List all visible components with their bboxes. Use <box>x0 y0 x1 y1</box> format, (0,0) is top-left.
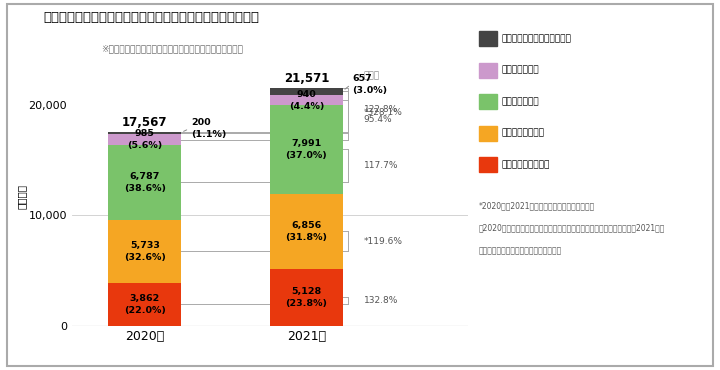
Text: 117.7%: 117.7% <box>364 161 398 171</box>
Y-axis label: （億円）: （億円） <box>17 184 27 209</box>
Bar <box>270 194 343 269</box>
Text: 95.4%: 95.4% <box>364 115 392 124</box>
Text: 200
(1.1%): 200 (1.1%) <box>191 118 226 139</box>
Text: 122.8%: 122.8% <box>364 105 398 114</box>
Text: 5,128
(23.8%): 5,128 (23.8%) <box>285 287 328 308</box>
Bar <box>270 105 343 194</box>
Text: *328.1%: *328.1% <box>364 108 402 117</box>
Text: ディスプレイ広告: ディスプレイ広告 <box>502 129 545 138</box>
Text: 17,567: 17,567 <box>122 116 168 129</box>
Text: 「その他のインターネット広告」に含む: 「その他のインターネット広告」に含む <box>479 246 562 255</box>
Bar <box>109 134 181 145</box>
Text: *119.6%: *119.6% <box>364 237 402 246</box>
Text: 7,991
(37.0%): 7,991 (37.0%) <box>286 139 328 160</box>
Text: 3,862
(22.0%): 3,862 (22.0%) <box>124 294 166 315</box>
Text: その他のインターネット広告: その他のインターネット広告 <box>502 34 572 43</box>
Bar <box>270 269 343 326</box>
Bar <box>270 88 343 95</box>
Bar <box>270 95 343 105</box>
Bar <box>109 283 181 326</box>
Text: 6,787
(38.6%): 6,787 (38.6%) <box>124 172 166 193</box>
Text: ビデオ（動画）広告: ビデオ（動画）広告 <box>502 160 550 169</box>
Text: 6,856
(31.8%): 6,856 (31.8%) <box>285 221 328 242</box>
Bar <box>109 132 181 134</box>
Text: 《グラフ１》　インターネット広告媒体費の広告種別構成比: 《グラフ１》 インターネット広告媒体費の広告種別構成比 <box>43 11 259 24</box>
Text: 985
(5.6%): 985 (5.6%) <box>127 129 162 150</box>
Text: 前年比: 前年比 <box>364 71 380 80</box>
Text: 657
(3.0%): 657 (3.0%) <box>352 74 387 95</box>
Text: 132.8%: 132.8% <box>364 296 398 305</box>
Text: ※（　）内は、インターネット広告媒体費に占める構成比: ※（ ）内は、インターネット広告媒体費に占める構成比 <box>101 44 243 53</box>
Bar <box>109 145 181 220</box>
Text: 成果報酬型広告: 成果報酬型広告 <box>502 66 539 75</box>
Text: 検索連動型広告: 検索連動型広告 <box>502 97 539 106</box>
Text: 5,733
(32.6%): 5,733 (32.6%) <box>124 241 166 262</box>
Text: ・2020年まで「ディスプレイ広告」に含まれていたタイアップ広告は、2021年は: ・2020年まで「ディスプレイ広告」に含まれていたタイアップ広告は、2021年は <box>479 224 665 233</box>
Text: 21,571: 21,571 <box>284 72 329 85</box>
Text: *2020年、2021年で定義が異なるための参考値: *2020年、2021年で定義が異なるための参考値 <box>479 202 595 211</box>
Text: 940
(4.4%): 940 (4.4%) <box>289 90 324 111</box>
Bar <box>109 220 181 283</box>
